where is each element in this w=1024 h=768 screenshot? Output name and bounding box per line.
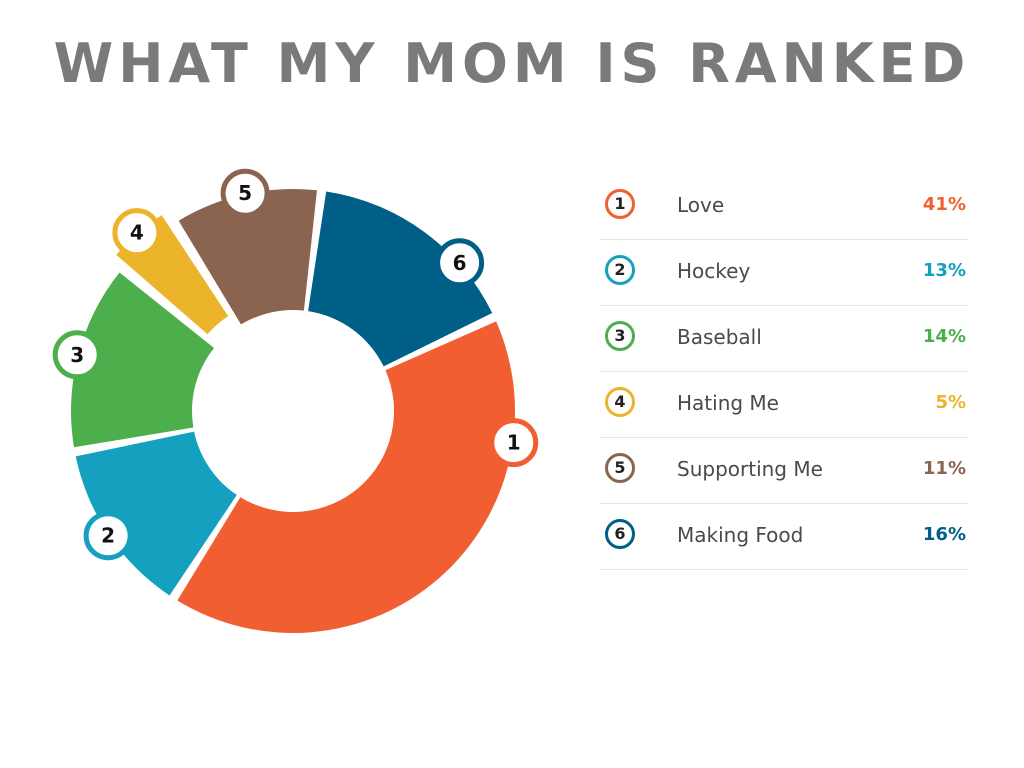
legend-label: Baseball xyxy=(677,325,762,349)
legend-rank-badge: 2 xyxy=(605,255,635,285)
legend-label: Love xyxy=(677,193,725,217)
donut-slice-2 xyxy=(75,431,237,596)
legend-percentage: 14% xyxy=(922,326,966,347)
donut-slice-6 xyxy=(308,191,493,367)
legend-rank-badge: 4 xyxy=(605,387,635,417)
legend-percentage: 16% xyxy=(922,524,966,545)
donut-slices xyxy=(70,189,515,633)
legend-item: 5 Supporting Me 11% xyxy=(600,438,968,504)
donut-chart: 1 2 3 4 5 6 xyxy=(52,168,539,633)
rank-badge-label: 1 xyxy=(507,431,521,455)
rank-badge-6: 6 xyxy=(435,238,485,288)
donut-slice-3 xyxy=(70,272,215,448)
legend-item: 1 Love 41% xyxy=(600,174,968,240)
donut-slice-1 xyxy=(177,321,515,633)
rank-badge-label: 2 xyxy=(101,524,115,548)
legend-label: Making Food xyxy=(677,523,804,547)
legend-rank-badge: 5 xyxy=(605,453,635,483)
legend-rank-badge: 1 xyxy=(605,189,635,219)
rank-badge-label: 5 xyxy=(238,181,252,205)
chart-legend: 1 Love 41% 2 Hockey 13% 3 Baseball 14% 4 Hating Me… xyxy=(600,174,968,570)
donut-slice-5 xyxy=(178,189,317,325)
legend-label: Supporting Me xyxy=(677,457,823,481)
legend-percentage: 11% xyxy=(922,458,966,479)
legend-label: Hockey xyxy=(677,259,751,283)
rank-badge-5: 5 xyxy=(220,168,270,218)
legend-item: 6 Making Food 16% xyxy=(600,504,968,570)
legend-item: 4 Hating Me 5% xyxy=(600,372,968,438)
legend-percentage: 13% xyxy=(922,260,966,281)
rank-badge-label: 4 xyxy=(130,221,144,245)
rank-badge-3: 3 xyxy=(52,330,102,380)
legend-percentage: 41% xyxy=(922,194,966,215)
rank-badge-4: 4 xyxy=(112,208,162,258)
legend-item: 3 Baseball 14% xyxy=(600,306,968,372)
legend-item: 2 Hockey 13% xyxy=(600,240,968,306)
rank-badge-2: 2 xyxy=(83,511,133,561)
legend-rank-badge: 6 xyxy=(605,519,635,549)
rank-badge-label: 6 xyxy=(453,251,467,275)
legend-rank-badge: 3 xyxy=(605,321,635,351)
rank-badge-1: 1 xyxy=(489,418,539,468)
page-title: WHAT MY MOM IS RANKED xyxy=(53,32,971,95)
donut-rank-badges: 1 2 3 4 5 6 xyxy=(52,168,539,561)
legend-label: Hating Me xyxy=(677,391,779,415)
rank-badge-label: 3 xyxy=(70,343,84,367)
legend-percentage: 5% xyxy=(935,392,966,413)
